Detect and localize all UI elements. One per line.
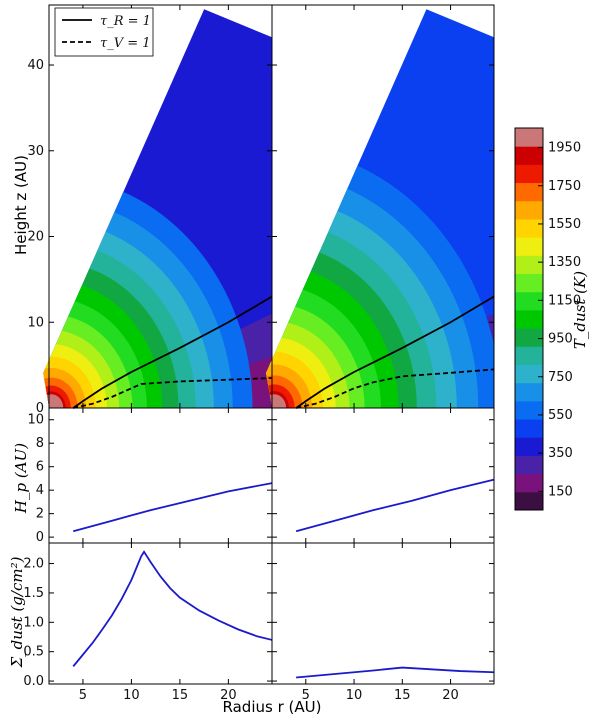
y-tick-label-surface-density: 1.5 (23, 586, 44, 601)
y-tick-label-surface-density: 0.0 (23, 674, 44, 689)
colorbar-swatch (515, 200, 543, 220)
colorbar-swatch (515, 382, 543, 402)
colorbar-tick-label: 950 (548, 332, 573, 347)
frame-bot-right (271, 542, 495, 685)
legend-box (54, 7, 154, 57)
colorbar-tick-label: 1950 (548, 141, 581, 156)
x-tick-label: 10 (123, 688, 140, 703)
scale-height-line-right (295, 478, 495, 533)
colorbar-swatch (515, 273, 543, 293)
surface-density-line-right (296, 666, 495, 679)
colorbar-swatch (515, 419, 543, 438)
colorbar-swatch (515, 128, 543, 147)
colorbar-swatch (515, 237, 543, 256)
x-tick-label: 10 (346, 688, 363, 703)
tau-v-curve-left (73, 377, 273, 409)
optical-depth-curves (72, 295, 495, 409)
x-axis-label-radius: Radius r (AU) (223, 698, 322, 716)
y-tick-label-scale-height: 10 (27, 413, 44, 428)
colorbar-swatch (515, 164, 543, 184)
surface-density-line-left (72, 550, 273, 667)
colorbar-swatch (515, 400, 543, 420)
y-tick-label-temperature-contours: 20 (27, 230, 44, 245)
colorbar-swatch (515, 291, 543, 311)
y-tick-label-scale-height: 2 (36, 507, 44, 522)
colorbar-tick-label: 1150 (548, 293, 581, 308)
y-tick-label-temperature-contours: 0 (36, 401, 44, 416)
x-tick-label: 15 (394, 688, 411, 703)
colorbar-swatch (515, 491, 543, 511)
surface-density-panels (72, 550, 495, 679)
colorbar-tick-label: 150 (548, 484, 573, 499)
y-tick-label-scale-height: 4 (36, 483, 44, 498)
tau-r-curve-left (72, 295, 273, 409)
colorbar-tick-label: 750 (548, 370, 573, 385)
x-tick-label: 20 (442, 688, 459, 703)
y-tick-label-temperature-contours: 40 (27, 58, 44, 73)
colorbar-swatch (515, 146, 543, 165)
legend-label-tau-v: τ_V = 1 (100, 36, 151, 51)
y-axis-label-scale-height: H_p (AU) (12, 443, 30, 514)
y-tick-label-surface-density: 1.0 (23, 615, 44, 630)
x-tick-label: 20 (220, 688, 237, 703)
frame-mid-left (48, 407, 273, 544)
colorbar-swatch (515, 309, 543, 329)
scale-height-panels (73, 478, 495, 533)
y-tick-label-surface-density: 0.5 (23, 645, 44, 660)
panel-frames (48, 4, 495, 685)
colorbar-tick-label: 550 (548, 408, 573, 423)
colorbar-swatch (515, 455, 543, 475)
x-tick-label: 5 (302, 688, 310, 703)
y-tick-label-scale-height: 0 (36, 530, 44, 545)
frame-bot-left (48, 542, 273, 685)
frame-mid-right (271, 407, 495, 544)
legend: τ_R = 1 τ_V = 1 (54, 7, 154, 57)
colorbar-swatch (515, 437, 543, 456)
y-tick-label-scale-height: 8 (36, 436, 44, 451)
y-tick-label-temperature-contours: 30 (27, 144, 44, 159)
colorbar-frame (514, 127, 544, 511)
colorbar-swatch (515, 255, 543, 275)
colorbar-swatch (515, 346, 543, 365)
colorbar-tick-label: 1350 (548, 255, 581, 270)
y-tick-label-scale-height: 6 (36, 460, 44, 475)
scale-height-line-left (73, 482, 273, 533)
colorbar-label: T_dust (K) (571, 271, 589, 349)
temperature-contour-panels (43, 9, 494, 409)
x-tick-label: 5 (79, 688, 87, 703)
colorbar-swatch (515, 473, 543, 493)
x-tick-label: 15 (172, 688, 189, 703)
tau-r-curve-right (295, 295, 495, 409)
colorbar: 1950 1750 1550 1350 1150 950 750 550 350 150 (514, 127, 581, 511)
colorbar-swatch (515, 364, 543, 384)
y-tick-label-surface-density: 2.0 (23, 557, 44, 572)
colorbar-tick-label: 1750 (548, 179, 581, 194)
y-axis-label-height: Height z (AU) (12, 155, 30, 255)
colorbar-swatch (515, 218, 543, 238)
colorbar-tick-label: 350 (548, 446, 573, 461)
legend-label-tau-r: τ_R = 1 (100, 14, 151, 29)
y-axis-label-surface-density: Σ_dust (g/cm²) (8, 556, 26, 668)
colorbar-tick-label: 1550 (548, 217, 581, 232)
y-tick-label-temperature-contours: 10 (27, 315, 44, 330)
colorbar-swatch (515, 328, 543, 347)
colorbar-swatch (515, 182, 543, 202)
